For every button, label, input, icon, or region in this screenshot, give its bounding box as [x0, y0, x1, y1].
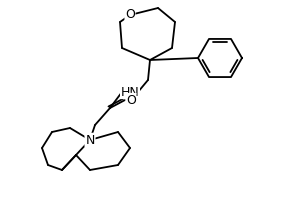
Text: O: O: [126, 94, 136, 106]
Text: O: O: [125, 8, 135, 21]
Text: HN: HN: [121, 86, 140, 98]
Text: N: N: [85, 134, 95, 146]
Text: N: N: [85, 134, 95, 146]
